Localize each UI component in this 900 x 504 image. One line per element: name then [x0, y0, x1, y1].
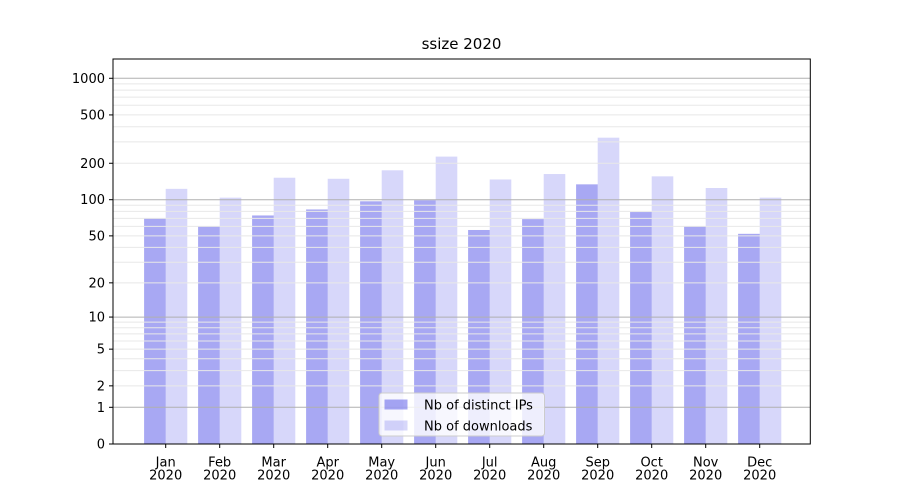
- legend-label-downloads: Nb of downloads: [424, 420, 533, 435]
- x-tick-label-month: Jun: [425, 456, 446, 471]
- bar-distinct-ips-jul: [468, 229, 490, 444]
- y-tick-label: 0: [97, 438, 105, 453]
- legend-box: [378, 392, 545, 437]
- bar-distinct-ips-mar: [252, 215, 274, 444]
- bar-downloads-oct: [651, 176, 674, 444]
- x-tick-label-month: Aug: [531, 456, 556, 471]
- bar-downloads-may: [381, 170, 404, 444]
- x-tick-label-year: 2020: [581, 469, 614, 484]
- y-tick-label: 500: [80, 108, 105, 123]
- bar-downloads-mar: [273, 177, 296, 444]
- legend: Nb of distinct IPs Nb of downloads: [378, 392, 545, 437]
- y-tick-label: 50: [88, 229, 105, 244]
- major-gridlines: [113, 77, 811, 408]
- chart-title: ssize 2020: [422, 35, 502, 53]
- y-tick-label: 200: [80, 157, 105, 172]
- x-tick-label-year: 2020: [419, 469, 452, 484]
- x-tick-label-year: 2020: [635, 469, 668, 484]
- bar-distinct-ips-jan: [144, 218, 166, 444]
- x-tick-label-year: 2020: [203, 469, 236, 484]
- x-tick-label-month: Nov: [693, 456, 719, 471]
- x-tick-label-year: 2020: [743, 469, 776, 484]
- x-tick-label-year: 2020: [473, 469, 506, 484]
- bar-downloads-nov: [705, 187, 728, 444]
- bar-distinct-ips-nov: [684, 226, 706, 444]
- legend-swatch-downloads: [384, 420, 408, 431]
- bar-downloads-jun: [435, 156, 458, 444]
- bar-distinct-ips-apr: [306, 209, 328, 444]
- x-tick-label-month: Oct: [640, 456, 662, 471]
- bar-distinct-ips-feb: [198, 226, 220, 444]
- bar-downloads-aug: [543, 174, 566, 445]
- y-tick-label: 100: [80, 193, 105, 208]
- y-tick-label: 20: [88, 276, 105, 291]
- bar-downloads-jul: [489, 179, 512, 444]
- x-tick-label-month: Dec: [747, 456, 772, 471]
- bar-downloads-jan: [165, 188, 188, 444]
- x-tick-label-month: May: [368, 456, 395, 471]
- x-tick-label-year: 2020: [527, 469, 560, 484]
- x-tick-label-year: 2020: [149, 469, 182, 484]
- minor-gridlines: [113, 83, 811, 387]
- x-tick-label-year: 2020: [689, 469, 722, 484]
- bar-downloads-apr: [327, 178, 350, 444]
- y-tick-label: 5: [97, 343, 105, 358]
- legend-swatch-distinct-ips: [384, 399, 408, 410]
- bar-downloads-feb: [219, 197, 242, 444]
- x-tick-label-month: Apr: [316, 456, 339, 471]
- bar-distinct-ips-dec: [738, 233, 760, 444]
- axis-ticks-and-labels: 01251020501002005001000Jan2020Feb2020Mar…: [72, 72, 776, 484]
- x-tick-label-month: Feb: [208, 456, 231, 471]
- x-tick-label-year: 2020: [311, 469, 344, 484]
- bar-distinct-ips-aug: [522, 219, 544, 444]
- y-tick-label: 1000: [72, 72, 105, 87]
- x-tick-label-month: Jul: [481, 456, 498, 471]
- y-tick-label: 1: [97, 401, 105, 416]
- y-tick-label: 10: [88, 311, 105, 326]
- bar-downloads-dec: [759, 197, 782, 444]
- x-tick-label-month: Mar: [261, 456, 286, 471]
- x-tick-label-year: 2020: [257, 469, 290, 484]
- x-tick-label-month: Jan: [155, 456, 176, 471]
- bar-downloads-sep: [597, 137, 620, 444]
- legend-label-distinct-ips: Nb of distinct IPs: [424, 399, 533, 414]
- bars: [144, 137, 782, 445]
- x-tick-label-year: 2020: [365, 469, 398, 484]
- plot-frame: [112, 58, 811, 445]
- y-tick-label: 2: [97, 379, 105, 394]
- x-tick-label-month: Sep: [585, 456, 610, 471]
- bar-distinct-ips-sep: [576, 184, 598, 444]
